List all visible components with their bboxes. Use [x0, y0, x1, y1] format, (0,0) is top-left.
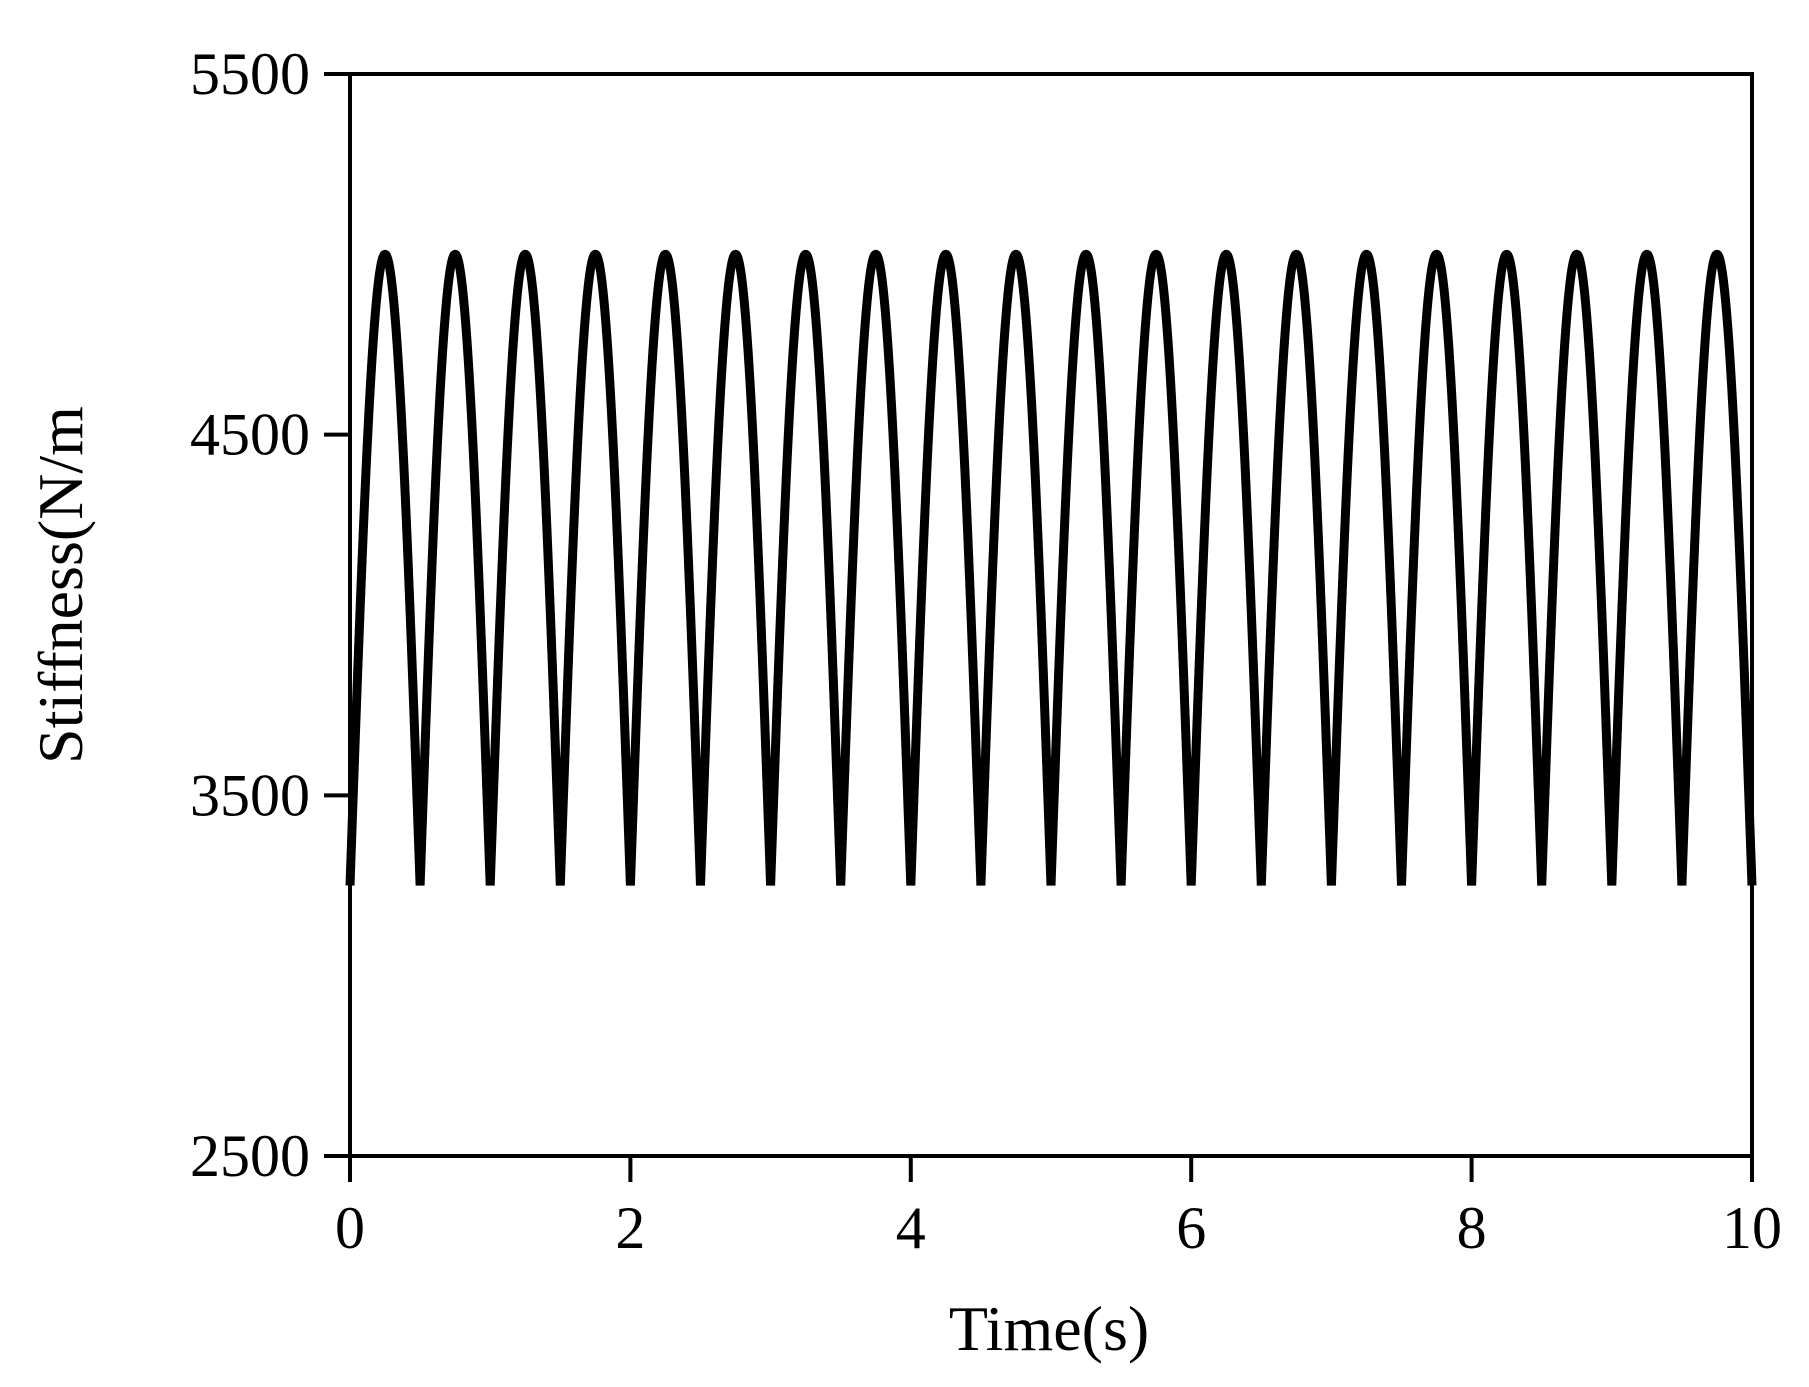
y-axis-title: Stiffness(N/m: [25, 406, 96, 764]
x-tick-label: 4: [896, 1195, 926, 1261]
y-tick-label: 3500: [190, 762, 310, 828]
y-tick-label: 4500: [190, 402, 310, 468]
x-tick-label: 8: [1457, 1195, 1487, 1261]
plot-frame: [348, 72, 1754, 1158]
x-axis-ticks: 0 2 4 6 8 10: [335, 1156, 1782, 1261]
y-tick-label: 5500: [190, 41, 310, 107]
x-tick-label: 6: [1176, 1195, 1206, 1261]
x-tick-label: 10: [1722, 1195, 1782, 1261]
x-tick-label: 2: [615, 1195, 645, 1261]
x-axis-title: Time(s): [949, 1293, 1149, 1364]
x-tick-label: 0: [335, 1195, 365, 1261]
y-axis-ticks: 2500 3500 4500 5500: [190, 41, 350, 1189]
series-line-stiffness: [345, 249, 1757, 886]
y-tick-label: 2500: [190, 1123, 310, 1189]
